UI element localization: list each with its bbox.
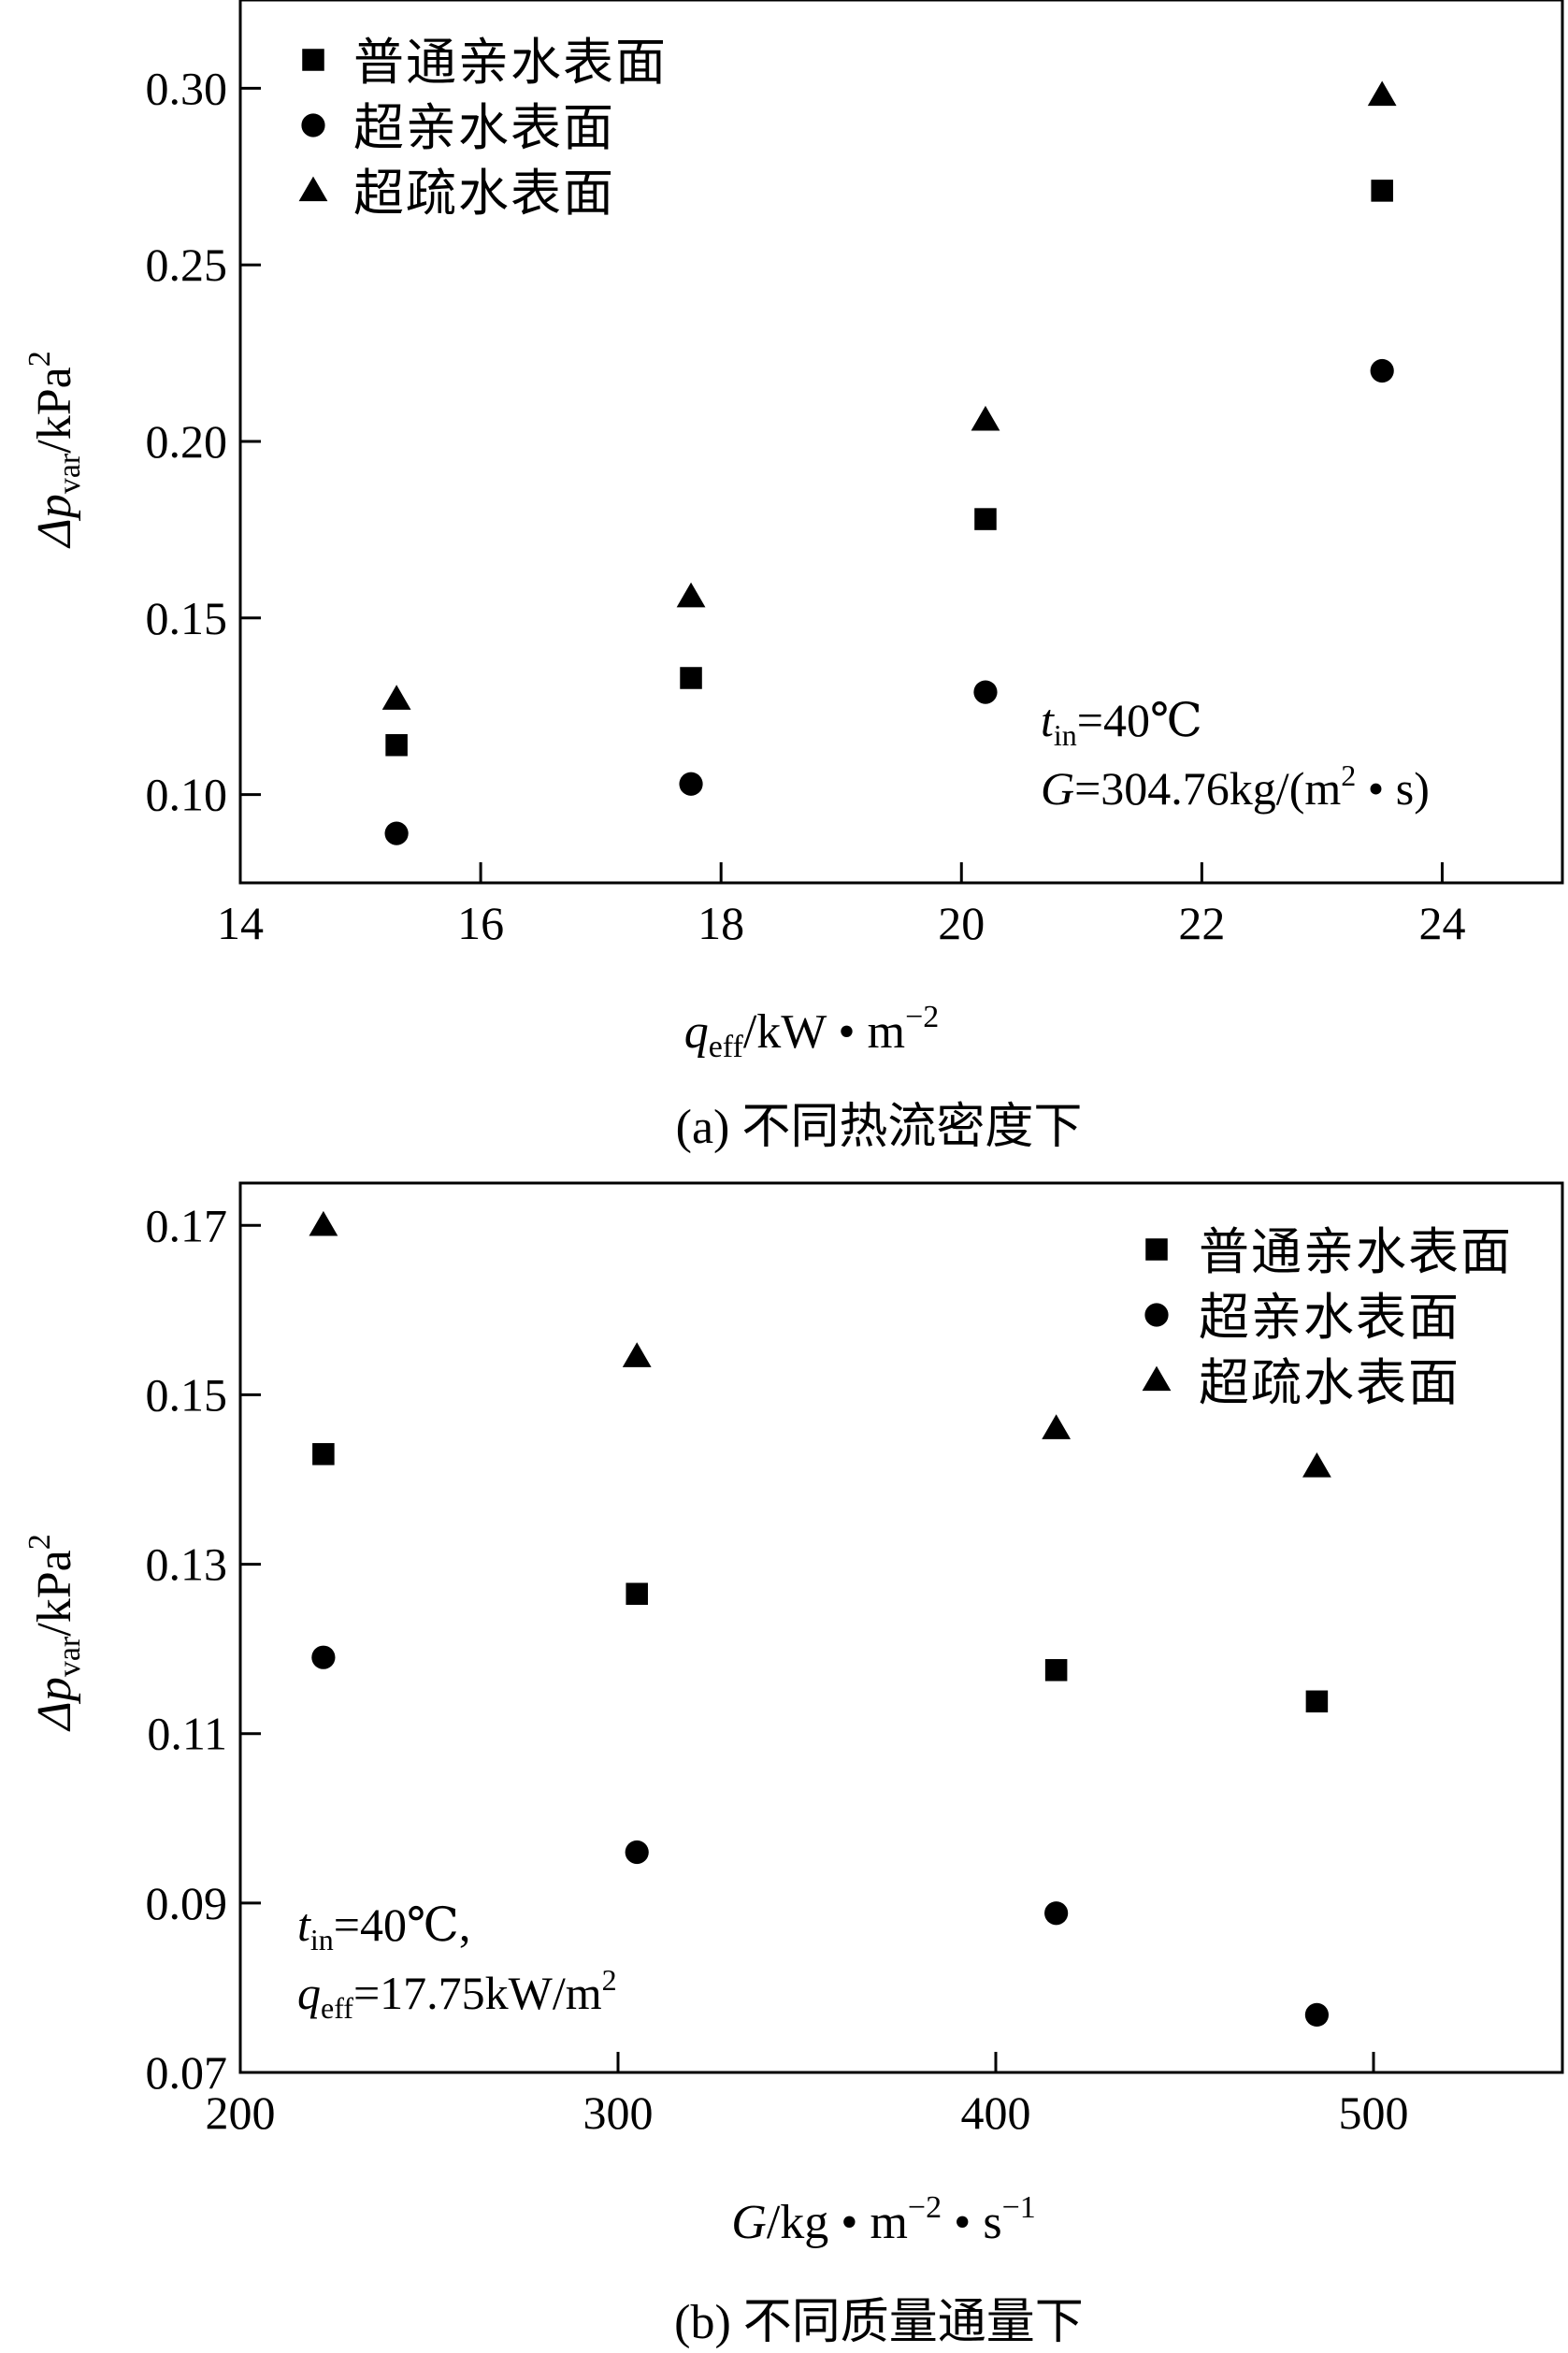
chart-b-plot-frame [238,1181,1564,2074]
chart-b-point-triangle [622,1342,652,1367]
chart-a-point-square [385,733,408,757]
chart-a-point-triangle [381,685,411,710]
chart-b-point-square [626,1582,648,1606]
chart-a-caption: (a) 不同热流密度下 [676,1101,1083,1154]
chart-b-y-tick-label: 0.15 [146,1368,228,1421]
chart-a-x-tick-label: 16 [457,897,504,949]
chart-b-point-circle [625,1840,649,1865]
chart-a-point-square [680,667,702,689]
chart-a-y-tick-label: 0.15 [146,592,228,644]
chart-b-annotation-line2: qeff=17.75kW/m2 [297,1963,617,2025]
chart-b-point-triangle [309,1210,338,1236]
chart-b-y-tick-label: 0.13 [146,1538,228,1591]
chart-b-y-axis: 0.07 0.09 0.11 0.13 0.15 0.17 [146,1199,261,2099]
chart-a-legend-label: 超亲水表面 [353,100,615,156]
chart-b-legend-marker-circle [1144,1303,1169,1327]
chart-b-y-tick-label: 0.17 [146,1199,228,1251]
chart-b-y-tick-label: 0.09 [146,1877,228,1929]
chart-b-legend-label: 超亲水表面 [1199,1290,1460,1346]
chart-a-point-triangle [1367,80,1397,107]
chart-a-annotation-line2: G=304.76kg/(m2 • s) [1041,758,1430,815]
chart-b-x-tick-label: 500 [1339,2086,1409,2139]
chart-b-caption: (b) 不同质量通量下 [674,2296,1084,2349]
chart-b-point-triangle [1302,1451,1331,1478]
chart-a-point-circle [1370,358,1394,383]
chart-a-point-triangle [676,582,706,608]
chart-a-y-tick-label: 0.20 [146,415,228,468]
chart-a-x-tick-label: 22 [1178,897,1225,949]
chart-a-legend-marker-triangle [298,176,328,202]
chart-b: 200 300 400 500 0.07 0.09 0.11 0.13 0.15 0.17 普通… [22,1181,1564,2349]
chart-a-annotation-line1: tin=40℃ [1041,694,1202,752]
chart-a-x-tick-label: 20 [938,897,985,949]
chart-b-point-square [312,1443,335,1465]
chart-b-legend-label: 普通亲水表面 [1199,1224,1513,1280]
chart-a-x-tick-label: 14 [217,897,264,949]
chart-a-legend-marker-square [302,49,324,71]
chart-b-x-tick-label: 400 [961,2086,1031,2139]
chart-a-y-axis-label: Δpvar/kPa2 [22,351,87,548]
chart-a-x-tick-label: 24 [1418,897,1465,949]
chart-b-point-triangle [1042,1414,1072,1439]
chart-b-x-tick-label: 300 [583,2086,654,2139]
chart-a-point-triangle [971,405,1000,431]
chart-b-point-circle [311,1645,336,1669]
chart-b-point-square [1044,1659,1068,1682]
chart-a: 14 16 18 20 22 24 0.10 0.15 0.20 0.25 0.30 普通亲水表面… [22,0,1564,1154]
chart-b-x-axis: 200 300 400 500 [206,2052,1409,2139]
chart-a-point-square [974,508,997,530]
chart-b-legend-marker-triangle [1142,1365,1172,1392]
chart-a-legend-label: 超疏水表面 [353,166,615,222]
chart-b-point-circle [1304,2002,1329,2028]
chart-a-legend-marker-circle [301,113,325,137]
chart-b-y-axis-label: Δpvar/kPa2 [22,1534,87,1731]
chart-a-point-circle [384,821,409,845]
chart-b-point-square [1305,1690,1329,1713]
chart-a-point-circle [973,680,998,704]
chart-b-legend-marker-square [1145,1238,1168,1261]
chart-a-x-axis: 14 16 18 20 22 24 [217,862,1465,949]
chart-b-data-marks [309,1210,1331,2028]
chart-b-y-tick-label: 0.07 [146,2046,228,2099]
chart-b-legend-label: 超疏水表面 [1199,1355,1460,1411]
chart-a-legend-label: 普通亲水表面 [353,35,668,91]
chart-b-x-axis-label: G/kg • m−2 • s−1 [731,2190,1036,2249]
chart-b-x-tick-label: 200 [206,2086,276,2139]
chart-a-y-tick-label: 0.30 [146,62,228,114]
chart-a-y-tick-label: 0.25 [146,238,228,291]
chart-b-y-tick-label: 0.11 [147,1708,227,1760]
chart-a-x-axis-label: qeff/kW • m−2 [684,1000,940,1064]
chart-a-point-circle [679,772,703,796]
chart-a-data-marks [381,80,1397,845]
chart-a-point-square [1371,180,1393,202]
chart-b-annotation-line1: tin=40℃, [297,1898,470,1956]
chart-a-x-tick-label: 18 [698,897,744,949]
chart-b-point-circle [1044,1901,1069,1926]
chart-a-y-tick-label: 0.10 [146,769,228,821]
chart-a-y-axis: 0.10 0.15 0.20 0.25 0.30 [146,62,261,821]
